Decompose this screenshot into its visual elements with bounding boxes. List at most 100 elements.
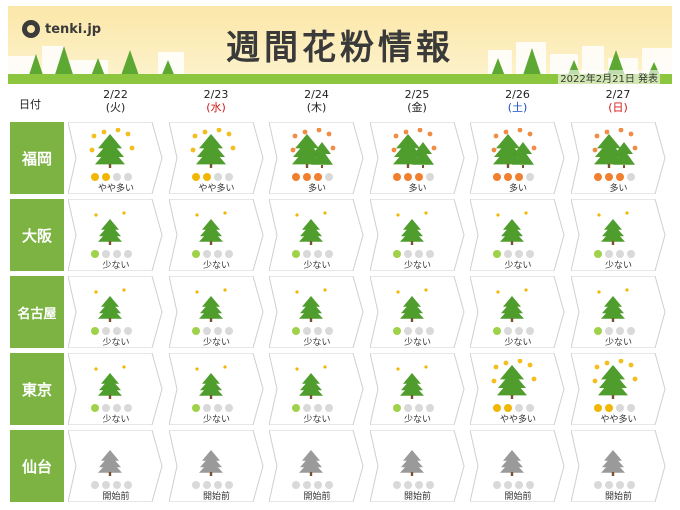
date-text: 2/27: [605, 88, 631, 101]
level-dot: [414, 250, 423, 258]
day-of-week: (水): [206, 101, 226, 114]
forecast-cell: 開始前: [570, 430, 667, 502]
pollen-level-dots: [191, 481, 233, 489]
level-dot: [425, 173, 434, 181]
pollen-level-dots: [392, 404, 434, 412]
pollen-level-label: 少ない: [202, 261, 230, 271]
cedar-tree-icon: [190, 128, 235, 168]
level-dot: [124, 250, 132, 258]
forecast-cell: 多い: [369, 122, 466, 194]
level-dot: [292, 481, 300, 489]
level-dot: [124, 404, 132, 412]
level-dot: [213, 481, 222, 489]
level-dot: [392, 404, 401, 412]
level-dot: [526, 404, 534, 412]
date-text: 2/25: [404, 88, 430, 101]
level-dot: [604, 404, 613, 412]
city-name: 仙台: [10, 430, 64, 502]
level-dot: [526, 481, 534, 489]
pollen-level-label: やや多い: [499, 415, 536, 425]
day-of-week: (日): [608, 101, 628, 114]
cedar-tree-icon: [194, 365, 227, 399]
pollen-level-dots: [91, 404, 132, 412]
level-dot: [113, 250, 121, 258]
level-dot: [202, 327, 211, 335]
pollen-level-label: 少ない: [403, 338, 431, 348]
pollen-level-label: 開始前: [604, 492, 632, 502]
cedar-tree-inactive-icon: [500, 450, 524, 476]
level-dot: [292, 250, 300, 258]
date-column-label: 日付: [19, 98, 41, 111]
cedar-tree-icon: [89, 128, 135, 168]
level-dot: [414, 404, 423, 412]
tenki-logo[interactable]: tenki.jp: [22, 20, 101, 38]
level-dot: [493, 404, 501, 412]
date-text: 2/24: [304, 88, 329, 101]
forecast-cell: 多い: [470, 122, 566, 194]
pollen-level-dots: [593, 481, 635, 489]
pollen-level-dots: [392, 327, 434, 335]
forecast-cell: 開始前: [269, 430, 365, 502]
pollen-level-label: 少ない: [303, 415, 331, 425]
forecast-cell: やや多い: [570, 353, 667, 425]
level-dot: [325, 481, 333, 489]
level-dot: [124, 327, 132, 335]
city-name: 福岡: [10, 122, 64, 194]
level-dot: [526, 173, 534, 181]
pollen-level-dots: [593, 250, 635, 258]
level-dot: [191, 481, 200, 489]
day-of-week: (火): [105, 101, 126, 114]
pollen-level-dots: [593, 404, 635, 412]
forecast-cell: 多い: [269, 122, 365, 194]
level-dot: [91, 481, 99, 489]
level-dot: [515, 173, 523, 181]
level-dot: [314, 250, 322, 258]
cedar-tree-icon: [592, 359, 637, 399]
level-dot: [303, 250, 311, 258]
level-dot: [292, 173, 300, 181]
level-dot: [91, 173, 99, 181]
level-dot: [113, 481, 121, 489]
pollen-level-dots: [593, 327, 635, 335]
level-dot: [213, 173, 222, 181]
level-dot: [626, 173, 635, 181]
level-dot: [493, 481, 501, 489]
forecast-cell: 開始前: [68, 430, 164, 502]
cedar-tree-icon: [395, 288, 428, 322]
pollen-level-label: 少ない: [403, 261, 431, 271]
pollen-level-label: 少ない: [202, 415, 230, 425]
cedar-tree-icon: [295, 288, 327, 322]
pollen-level-label: 少ない: [303, 261, 331, 271]
cedar-tree-icon: [496, 211, 528, 245]
forecast-cell: 少ない: [68, 276, 164, 348]
pollen-level-dots: [493, 404, 534, 412]
pollen-level-label: 開始前: [102, 492, 130, 502]
forecast-cell: やや多い: [470, 353, 566, 425]
level-dot: [493, 327, 501, 335]
pollen-level-label: 少ない: [504, 338, 532, 348]
level-dot: [526, 327, 534, 335]
level-dot: [224, 404, 233, 412]
level-dot: [615, 404, 624, 412]
pollen-level-dots: [191, 173, 233, 181]
level-dot: [504, 481, 512, 489]
pollen-level-label: 少ない: [102, 261, 130, 271]
sun-logo-icon: [22, 20, 40, 38]
cedar-tree-icon: [592, 128, 637, 168]
cedar-tree-icon: [596, 288, 629, 322]
pollen-level-label: やや多い: [97, 184, 134, 194]
forecast-cell: 少ない: [168, 199, 265, 271]
level-dot: [615, 173, 624, 181]
level-dot: [91, 404, 99, 412]
level-dot: [303, 327, 311, 335]
header-banner: tenki.jp 週間花粉情報 2022年2月21日 発表: [8, 6, 672, 84]
pollen-level-dots: [392, 250, 434, 258]
level-dot: [113, 404, 121, 412]
level-dot: [604, 173, 613, 181]
level-dot: [626, 481, 635, 489]
pollen-level-label: 少ない: [403, 415, 431, 425]
level-dot: [604, 250, 613, 258]
forecast-cell: やや多い: [168, 122, 265, 194]
level-dot: [113, 173, 121, 181]
forecast-cell: 少ない: [570, 276, 667, 348]
